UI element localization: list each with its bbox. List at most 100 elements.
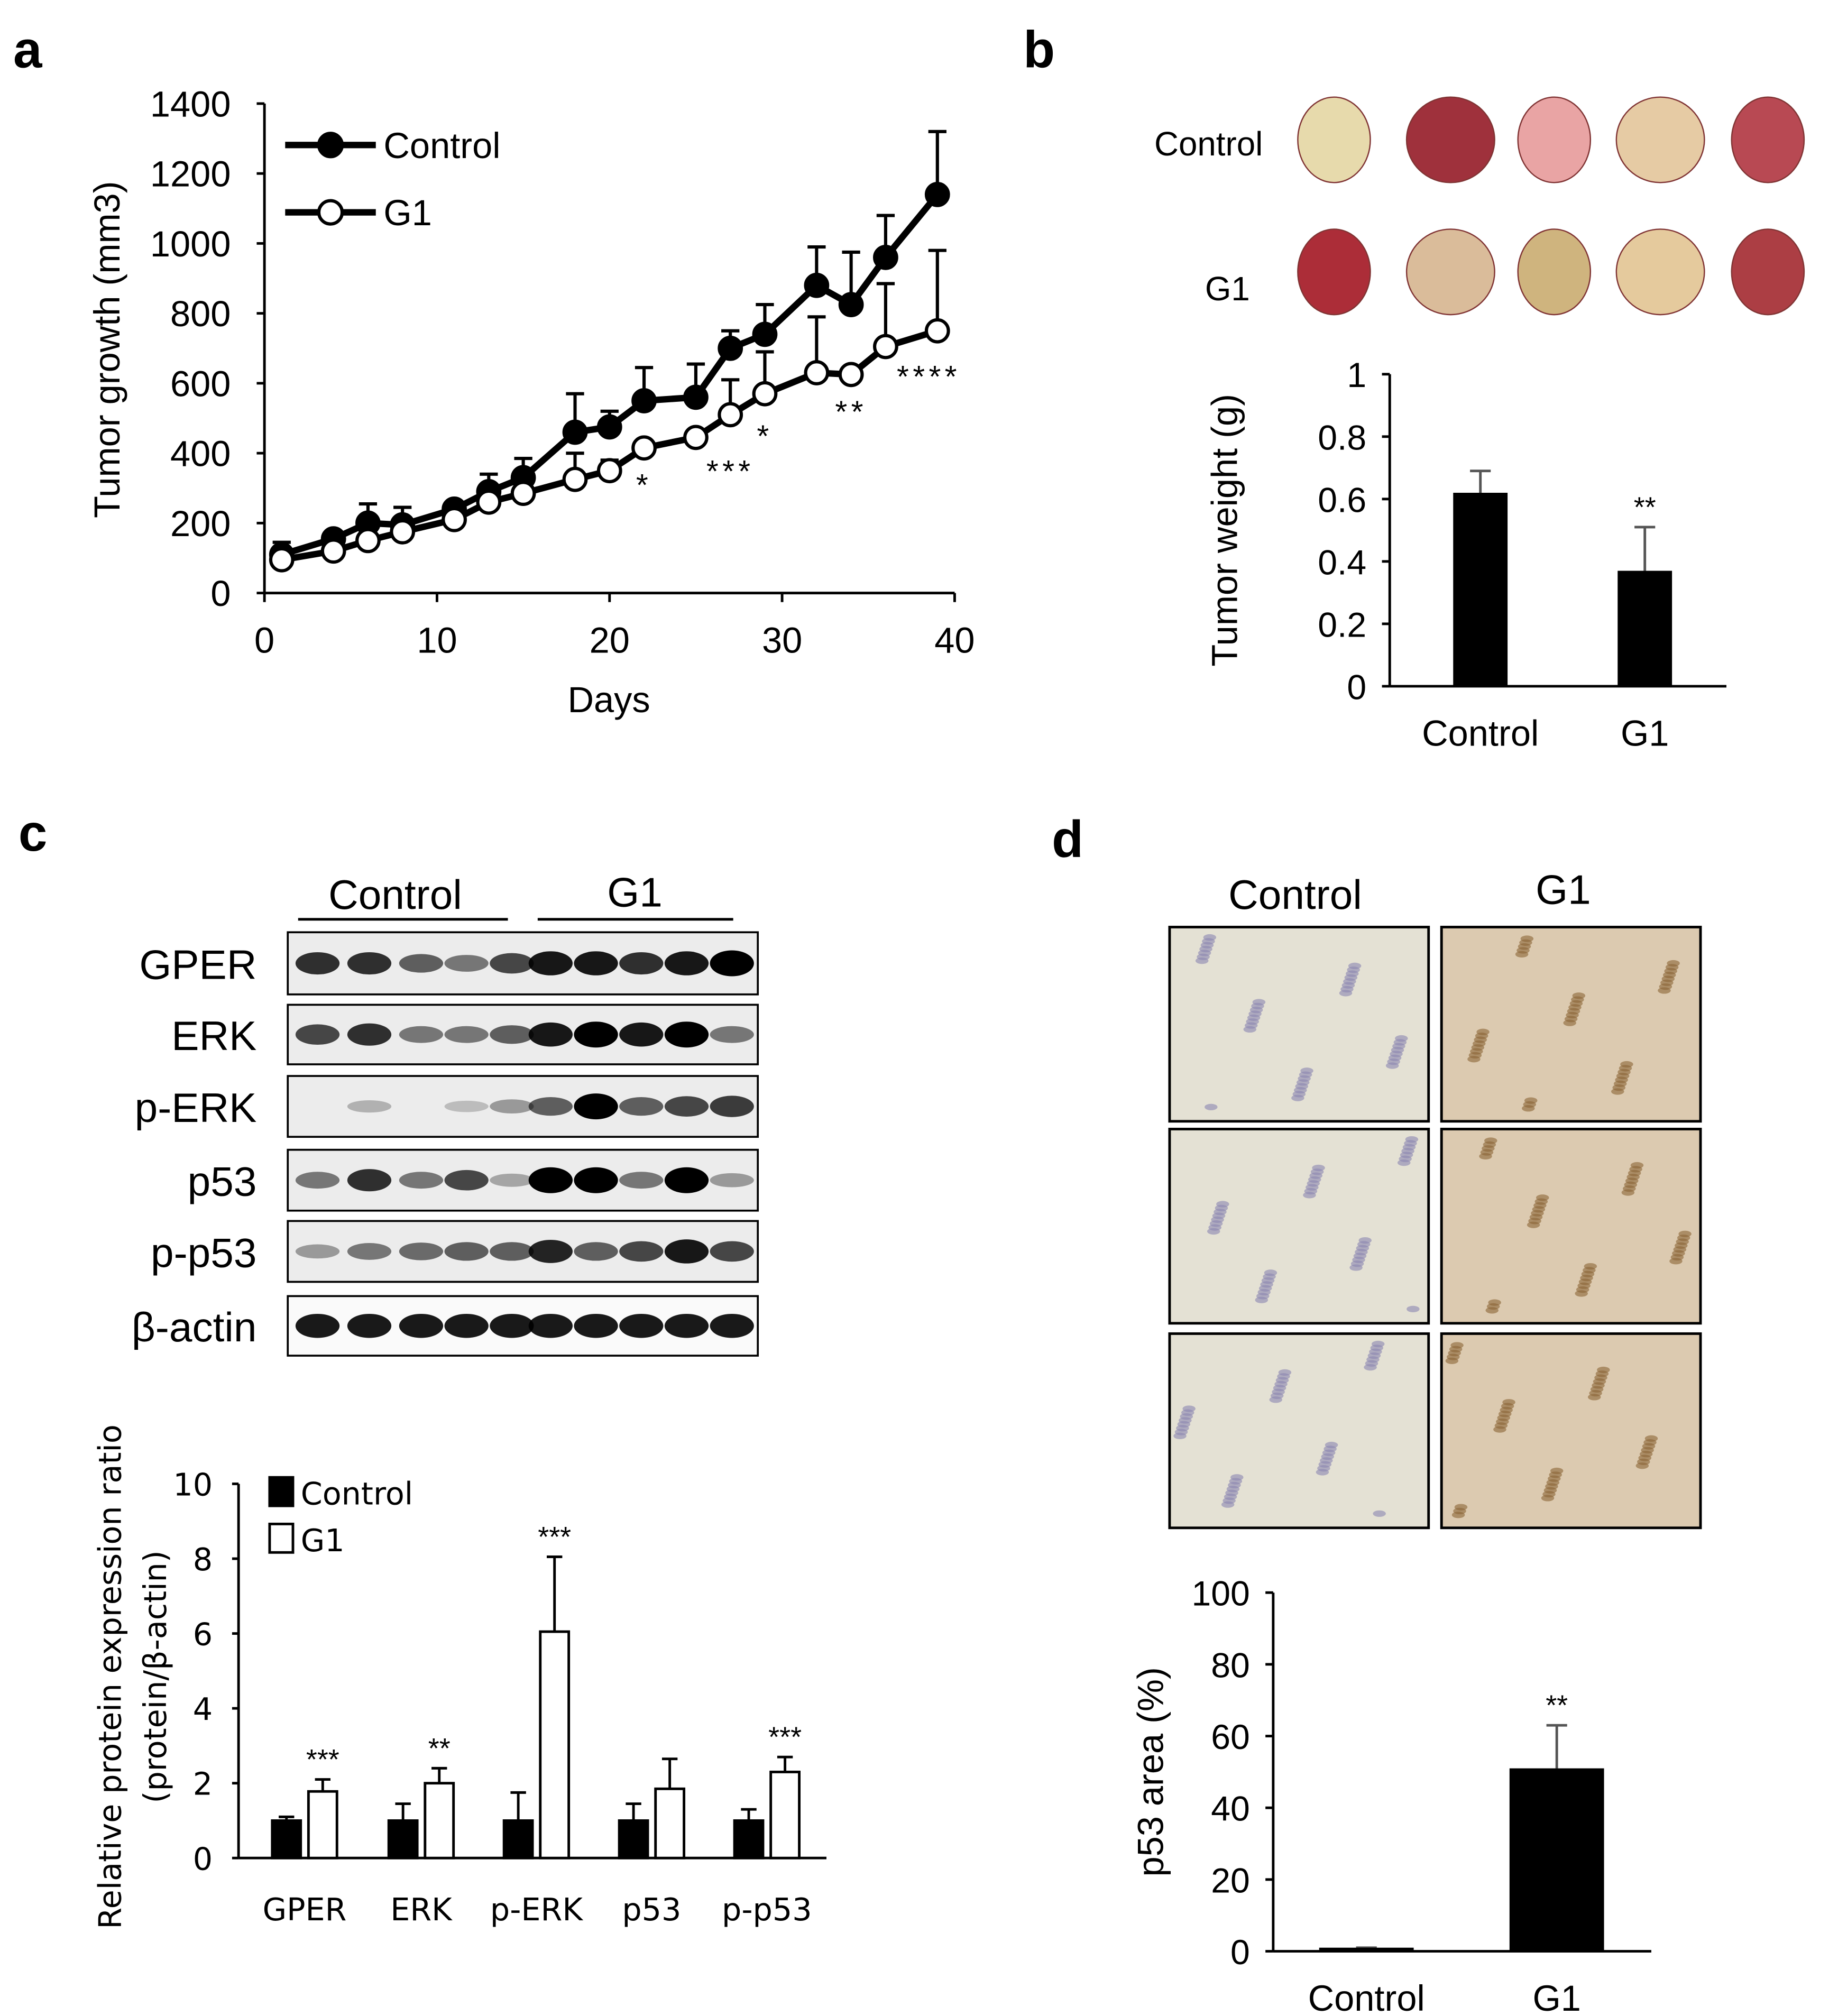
- blot-band: [347, 1242, 392, 1260]
- y-tick-label: 10: [173, 1467, 213, 1503]
- ihc-cell: [1203, 934, 1217, 941]
- x-tick-label: 10: [417, 620, 457, 660]
- tumor-weight-chart: 0 0.2 0.4 0.6 0.8 1 Tumor weight (g) Control ** G…: [1204, 356, 1726, 754]
- significance-marker: **: [1546, 1690, 1568, 1722]
- blot-band: [619, 1172, 664, 1189]
- x-tick-label: G1: [1532, 1978, 1580, 2016]
- x-tick-label: 20: [590, 620, 630, 660]
- tumor-photo: [1405, 228, 1495, 316]
- data-point-control: [924, 181, 950, 207]
- y-tick-label: 40: [1211, 1790, 1250, 1829]
- bar-g1-gper: [307, 1790, 338, 1859]
- ihc-cell: [1584, 1263, 1597, 1270]
- blot-band: [710, 1026, 754, 1043]
- data-point-g1: [631, 435, 657, 461]
- western-blot: Control G1 GPER ERK p-ERK p53 p-p53 β-actin: [132, 869, 759, 1357]
- blot-band: [574, 1167, 618, 1193]
- ihc-image-control: [1168, 1332, 1430, 1530]
- legend-label: Control: [301, 1476, 413, 1512]
- bar-control-p53: [618, 1819, 649, 1859]
- blot-band: [664, 1096, 709, 1117]
- data-point-g1: [442, 507, 467, 532]
- ihc-cell: [1371, 1340, 1385, 1348]
- y-axis-label: Tumor weight (g): [1204, 394, 1245, 667]
- significance-marker: ***: [306, 1744, 339, 1775]
- legend-marker: [317, 132, 344, 159]
- significance-marker: **: [1634, 491, 1656, 523]
- y-tick-label: 0: [1230, 1933, 1250, 1972]
- blot-band: [528, 1313, 573, 1338]
- y-tick-label: 0.6: [1318, 481, 1366, 520]
- data-point-control: [683, 384, 709, 410]
- y-tick-label: 0.4: [1318, 543, 1366, 582]
- ihc-cell: [1536, 1194, 1549, 1201]
- ihc-cell: [1502, 1399, 1515, 1406]
- blot-band: [399, 1172, 444, 1189]
- blot-band: [490, 1025, 534, 1044]
- y-tick-label: 400: [170, 434, 231, 474]
- data-point-control: [804, 272, 830, 298]
- y-tick-label: 6: [193, 1616, 213, 1653]
- legend-label: G1: [301, 1522, 345, 1559]
- ihc-image-g1: [1440, 1332, 1702, 1530]
- blot-row-label: p-p53: [151, 1229, 256, 1276]
- significance-marker: ***: [768, 1722, 802, 1753]
- ihc-cell: [1230, 1474, 1244, 1481]
- ihc-cell: [1630, 1162, 1644, 1169]
- blot-band: [399, 1313, 444, 1338]
- significance-marker: **: [835, 395, 867, 429]
- ihc-cell: [1550, 1467, 1564, 1475]
- ihc-image-g1: [1440, 1128, 1702, 1325]
- ihc-cell: [1216, 1201, 1229, 1208]
- blot-band: [619, 952, 664, 975]
- blot-band: [490, 1173, 534, 1187]
- bar-control: [1319, 1947, 1414, 1951]
- ihc-cell: [1312, 1164, 1325, 1172]
- y-tick-label: 0: [1347, 668, 1366, 707]
- blot-band: [574, 951, 618, 975]
- y-tick-label: 0.8: [1318, 418, 1366, 457]
- ihc-cell: [1450, 1342, 1464, 1349]
- blot-band: [347, 1023, 392, 1046]
- blot-band: [528, 1167, 573, 1193]
- legend-swatch: [268, 1476, 295, 1507]
- blot-band: [619, 1022, 664, 1047]
- blot-row-label: β-actin: [132, 1304, 257, 1350]
- x-tick-label: Control: [1422, 713, 1539, 754]
- tumor-photo: [1517, 228, 1592, 316]
- ihc-cell: [1300, 1067, 1313, 1074]
- data-point-control: [631, 388, 657, 413]
- blot-row-label: p-ERK: [135, 1084, 257, 1131]
- data-point-control: [718, 335, 743, 361]
- blot-band: [399, 954, 444, 973]
- ihc-cell: [1264, 1269, 1277, 1276]
- data-point-g1: [718, 402, 743, 428]
- y-tick-label: 0.2: [1318, 605, 1366, 645]
- ihc-cell: [1205, 1103, 1218, 1110]
- blot-band: [574, 1242, 618, 1261]
- bar-control-erk: [387, 1819, 419, 1859]
- tumor-photo: [1517, 96, 1592, 183]
- y-tick-label: 60: [1211, 1718, 1250, 1757]
- blot-band: [710, 1241, 754, 1262]
- blot-band: [490, 953, 534, 974]
- data-point-g1: [476, 489, 502, 515]
- ihc-cell: [1358, 1237, 1372, 1244]
- x-tick-label: 30: [762, 620, 802, 660]
- photo-row-label-g1: G1: [1205, 270, 1250, 308]
- tumor-photo: [1297, 96, 1371, 183]
- ihc-cell: [1325, 1441, 1338, 1449]
- significance-marker: *: [757, 419, 773, 454]
- blot-band: [664, 951, 709, 975]
- data-point-g1: [596, 458, 622, 484]
- legend-label: Control: [383, 125, 500, 166]
- blot-band: [347, 1100, 392, 1113]
- blot-band: [295, 1172, 340, 1189]
- tumor-photo: [1615, 228, 1705, 316]
- y-tick-label: 8: [193, 1541, 213, 1578]
- y-tick-label: 1400: [150, 84, 231, 124]
- bar-control-p-erk: [502, 1819, 534, 1859]
- bar-g1: [1509, 1768, 1604, 1951]
- blot-band: [444, 955, 489, 972]
- ihc-cell: [1520, 935, 1534, 942]
